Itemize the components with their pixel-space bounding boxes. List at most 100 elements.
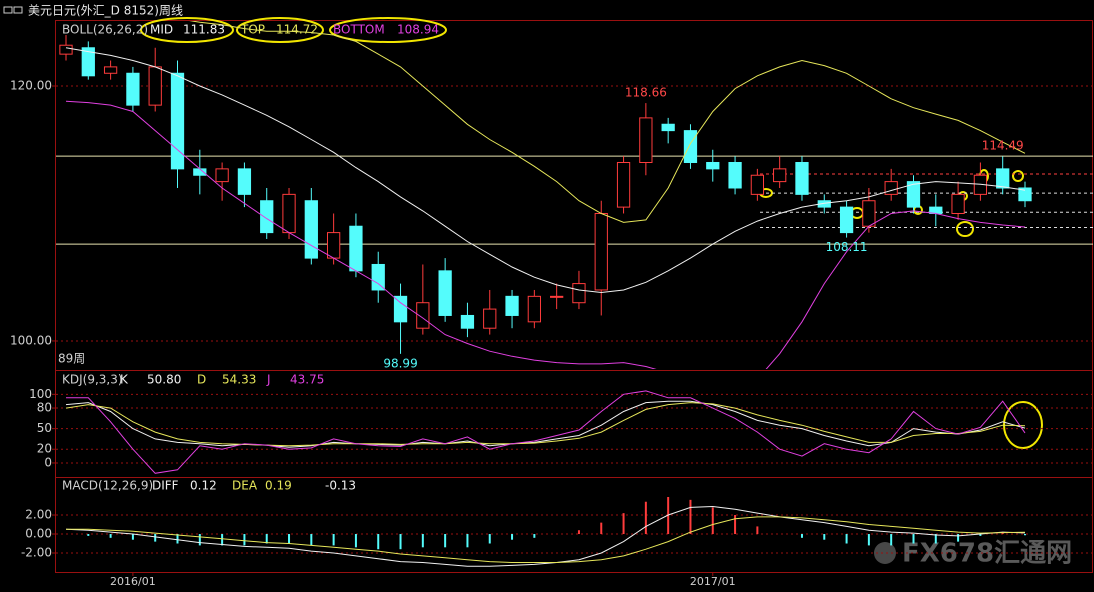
candle-body [639,117,653,163]
candle-body [773,168,787,183]
candle-body [906,181,921,208]
y-tick-label: 0.00 [25,527,52,541]
title-icon [3,6,13,14]
highlight-circle [236,17,324,43]
y-tick-label: 50 [37,421,52,435]
series-line [189,21,1026,223]
title-icon [13,6,23,14]
candle-body [126,72,140,106]
legend-label: J [266,373,271,387]
candle-body [884,181,898,195]
highlight-circle [329,17,447,43]
legend-title: KDJ(9,3,3) [62,373,123,387]
legend-value: 108.94 [397,23,439,37]
legend-label: DEA [232,479,258,493]
candle-body [304,200,318,259]
candle-body [416,302,430,329]
candle-body [215,168,229,183]
legend-title: BOLL(26,26,2) [62,23,148,37]
candle-body [438,270,452,316]
series-line [65,400,1026,448]
legend-value: -0.13 [325,479,356,493]
series-line [66,390,1026,474]
legend-title: MACD(12,26,9) [62,479,153,493]
legend-label: DIFF [152,479,179,493]
candle-body [728,161,742,189]
candle-body [996,168,1010,189]
candle-body [483,308,497,329]
candle-body [59,44,73,55]
series-line [65,100,1026,369]
series-line [65,402,1026,447]
candle-body [349,225,363,272]
candle-body [282,193,296,234]
legend-value: 43.75 [290,373,324,387]
price-annotation: 98.99 [383,356,417,370]
candle-body [148,66,162,106]
series-line [65,505,1026,567]
legend-value: 50.80 [147,373,181,387]
x-tick-label: 2017/01 [690,575,736,588]
candle-body [951,193,965,214]
series-line [66,516,1026,563]
y-tick-label: 20 [37,442,52,456]
candle-body [661,123,675,132]
price-annotation: 118.66 [625,86,667,100]
candle-body [1018,187,1032,202]
candle-body [572,283,586,304]
highlight-circle [140,17,234,43]
candle-body [460,314,475,329]
candle-body [550,295,564,298]
legend-value: 0.19 [265,479,292,493]
y-tick-label: 100.00 [10,333,52,347]
legend-label: K [120,373,129,387]
legend-value: 111.83 [183,23,225,37]
candle-body [371,263,385,291]
legend-label: D [197,373,206,387]
legend-label: BOTTOM [333,23,385,37]
legend-value: 0.12 [190,479,217,493]
candle-body [616,161,631,208]
candle-body [839,206,854,234]
highlight-circle [1012,170,1024,182]
legend-label: TOP [240,23,265,37]
pane [56,496,1093,567]
period-label: 89周 [58,352,85,366]
candle-body [260,200,274,234]
candle-body [594,212,608,291]
pane [56,390,1093,474]
candle-body [505,295,519,316]
candle-body [683,130,698,163]
candle-body [326,232,341,259]
legend-value: 54.33 [222,373,256,387]
chart-title: 美元日元(外汇_D 8152)周线 [28,4,183,18]
candle-body [795,161,809,195]
candle-body [393,295,408,323]
legend-value: 114.72 [276,23,318,37]
candle-body [750,174,765,195]
y-tick-label: 80 [37,401,52,415]
y-tick-label: 120.00 [10,79,52,93]
legend-label: MID [150,23,173,37]
y-tick-label: 0 [44,455,52,469]
candle-body [103,66,118,74]
watermark-logo [874,542,896,564]
frame [55,20,1093,573]
price-annotation: 114.49 [982,139,1024,153]
price-annotation: 108.11 [826,240,868,254]
candle-body [81,47,95,77]
candle-body [527,295,541,323]
x-tick-label: 2016/01 [110,575,156,588]
candle-body [170,72,185,170]
candle-body [237,168,252,195]
series-line [65,47,1026,294]
y-tick-label: -2.00 [21,546,52,560]
y-tick-label: 2.00 [25,508,52,522]
pane [56,21,1093,369]
y-tick-label: 100 [29,387,52,401]
candle-body [862,200,876,227]
candle-body [706,161,720,170]
